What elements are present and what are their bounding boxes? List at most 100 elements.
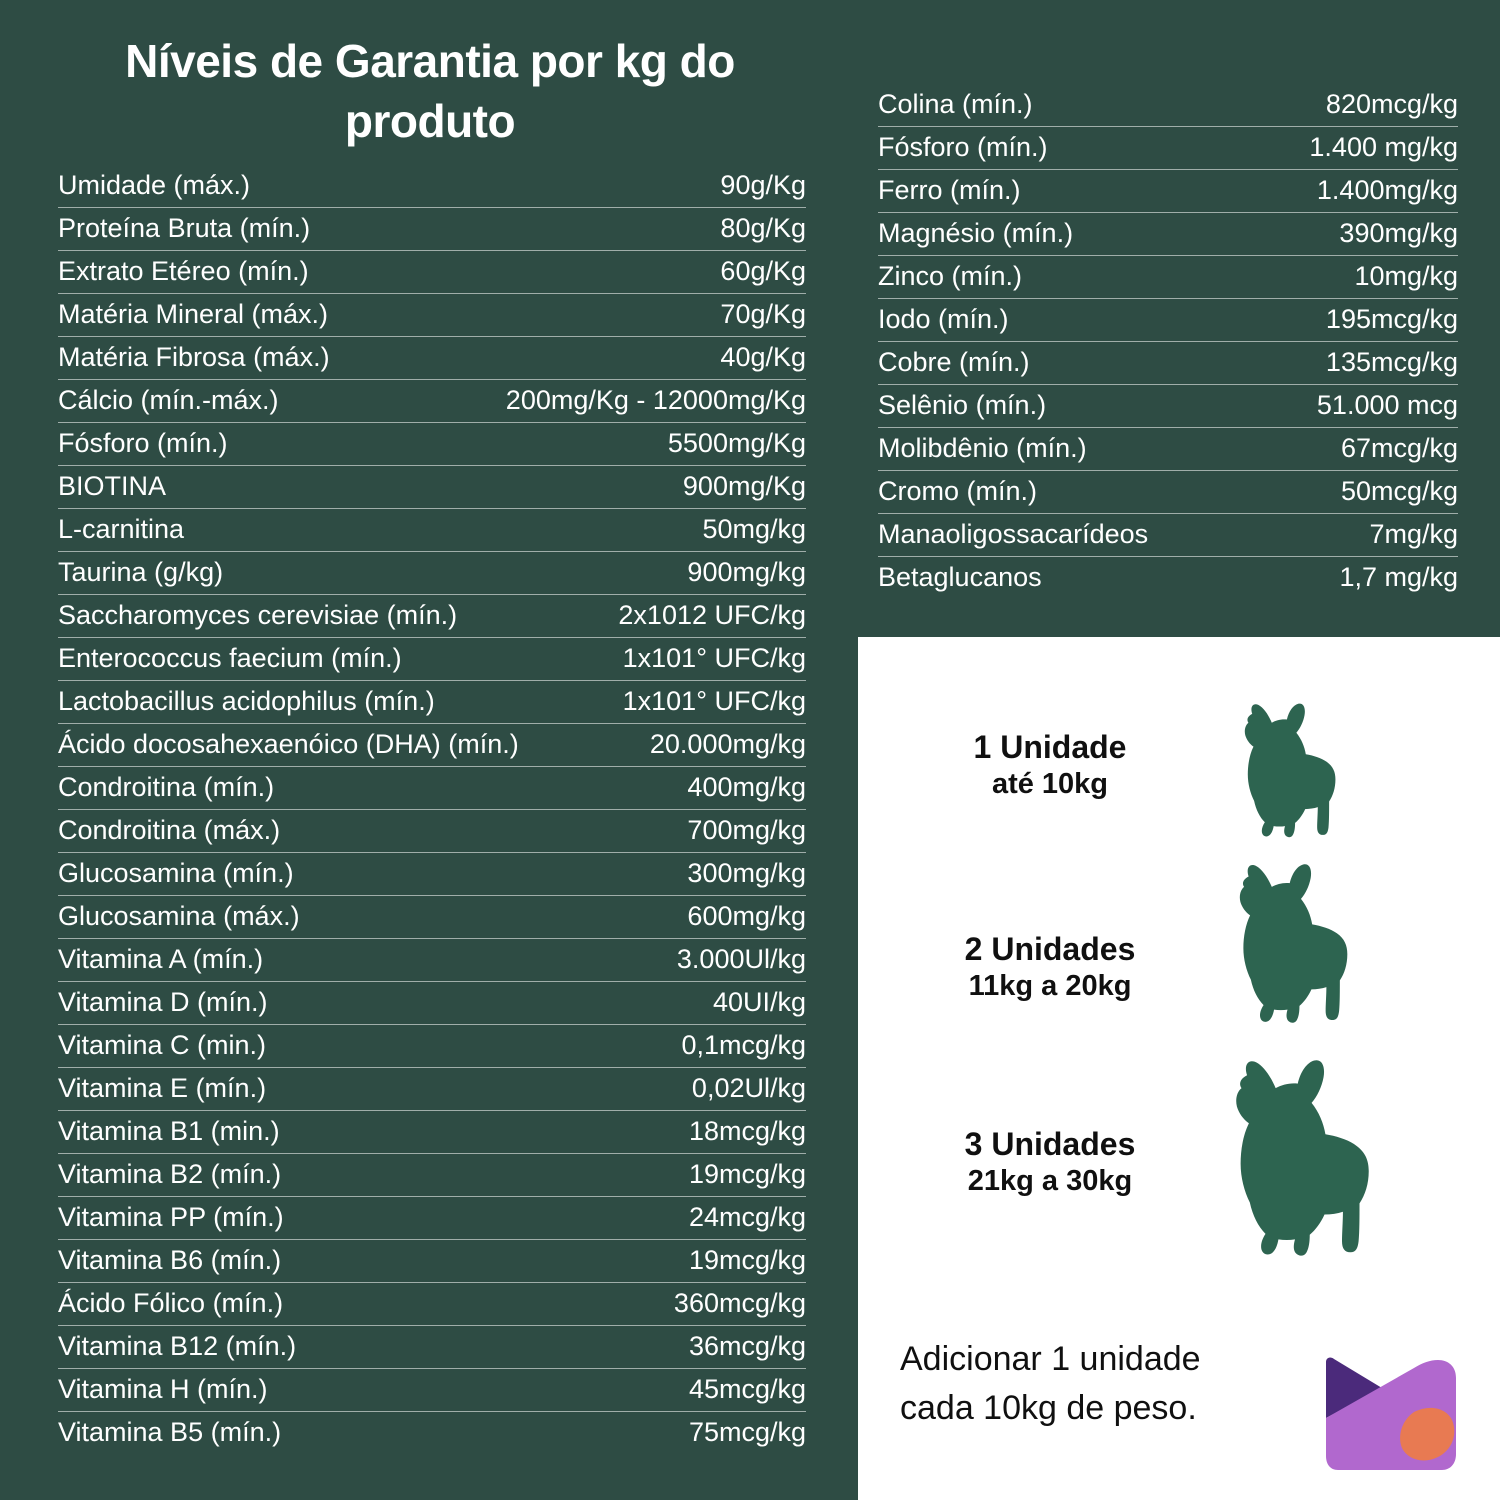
nutrient-name: Ácido Fólico (mín.) — [58, 1288, 284, 1318]
table-row: Condroitina (máx.) 700mg/kg — [58, 810, 806, 853]
nutrient-value: 1.400mg/kg — [1316, 175, 1458, 205]
dosage-range-2: 11kg a 20kg — [968, 970, 1132, 1003]
nutrient-value: 1.400 mg/kg — [1309, 132, 1458, 162]
nutrient-name: Molibdênio (mín.) — [878, 433, 1087, 463]
nutrient-name: Vitamina PP (mín.) — [58, 1202, 284, 1232]
dog-icon-large — [1200, 1055, 1390, 1267]
table-row: BIOTINA 900mg/Kg — [58, 466, 806, 509]
nutrient-value: 0,1mcg/kg — [681, 1030, 806, 1060]
nutrient-value: 90g/Kg — [720, 170, 806, 200]
nutrient-name: Matéria Mineral (máx.) — [58, 299, 329, 329]
nutrient-value: 51.000 mcg — [1316, 390, 1458, 420]
table-row: Matéria Fibrosa (máx.) 40g/Kg — [58, 337, 806, 380]
nutrient-value: 3.000Ul/kg — [676, 944, 806, 974]
table-row: Betaglucanos 1,7 mg/kg — [878, 557, 1458, 600]
nutrient-name: Vitamina B2 (mín.) — [58, 1159, 282, 1189]
right-white-panel — [858, 637, 1500, 1500]
table-row: Molibdênio (mín.) 67mcg/kg — [878, 428, 1458, 471]
nutrient-value: 70g/Kg — [720, 299, 806, 329]
table-row: Vitamina B12 (mín.) 36mcg/kg — [58, 1326, 806, 1369]
dosage-note: Adicionar 1 unidade cada 10kg de peso. — [900, 1335, 1300, 1434]
table-row: Enterococcus faecium (mín.) 1x101° UFC/kg — [58, 638, 806, 681]
dosage-note-line-1: Adicionar 1 unidade — [900, 1340, 1201, 1378]
table-row: Proteína Bruta (mín.) 80g/Kg — [58, 208, 806, 251]
table-row: Iodo (mín.) 195mcg/kg — [878, 299, 1458, 342]
nutrient-name: Magnésio (mín.) — [878, 218, 1074, 248]
dosage-range-1: até 10kg — [991, 768, 1109, 801]
table-row: Cálcio (mín.-máx.) 200mg/Kg - 12000mg/Kg — [58, 380, 806, 423]
nutrient-name: Vitamina B12 (mín.) — [58, 1331, 297, 1361]
right-green-panel — [858, 0, 1500, 637]
table-row: Fósforo (mín.) 1.400 mg/kg — [878, 127, 1458, 170]
table-row: Lactobacillus acidophilus (mín.) 1x101° U… — [58, 681, 806, 724]
dosage-title-3: 3 Unidades — [964, 1126, 1136, 1162]
nutrient-value: 600mg/kg — [687, 901, 806, 931]
table-row: Ácido docosahexaenóico (DHA) (mín.) 20.00… — [58, 724, 806, 767]
table-row: Glucosamina (máx.) 600mg/kg — [58, 896, 806, 939]
nutrient-value: 7mg/kg — [1369, 519, 1458, 549]
nutrient-value: 900mg/kg — [687, 557, 806, 587]
dosage-label-1: 1 Unidade até 10kg — [900, 728, 1200, 802]
table-row: Vitamina B1 (min.) 18mcg/kg — [58, 1111, 806, 1154]
table-row: Selênio (mín.) 51.000 mcg — [878, 385, 1458, 428]
nutrient-value: 1x101° UFC/kg — [622, 686, 806, 716]
nutrient-value: 50mcg/kg — [1340, 476, 1458, 506]
nutrient-value: 360mcg/kg — [673, 1288, 806, 1318]
table-row: Ferro (mín.) 1.400mg/kg — [878, 170, 1458, 213]
dog-icon-medium — [1210, 860, 1365, 1032]
nutrient-value: 40g/Kg — [720, 342, 806, 372]
table-row: Vitamina H (mín.) 45mcg/kg — [58, 1369, 806, 1412]
table-row: Vitamina A (mín.) 3.000Ul/kg — [58, 939, 806, 982]
nutrient-value: 19mcg/kg — [688, 1159, 806, 1189]
dosage-note-line-2: cada 10kg de peso. — [900, 1389, 1197, 1428]
dosage-range-3: 21kg a 30kg — [967, 1165, 1133, 1198]
table-row: Condroitina (mín.) 400mg/kg — [58, 767, 806, 810]
nutrient-name: Colina (mín.) — [878, 89, 1033, 119]
table-row: Umidade (máx.) 90g/Kg — [58, 165, 806, 208]
nutrient-name: Vitamina H (mín.) — [58, 1374, 268, 1404]
table-row: Vitamina D (mín.) 40UI/kg — [58, 982, 806, 1025]
nutrient-name: Fósforo (mín.) — [58, 428, 228, 458]
nutrient-value: 75mcg/kg — [688, 1417, 806, 1447]
nutrient-name: Glucosamina (máx.) — [58, 901, 300, 931]
dosage-title-1: 1 Unidade — [973, 729, 1127, 765]
table-row: Vitamina B2 (mín.) 19mcg/kg — [58, 1154, 806, 1197]
table-row: Ácido Fólico (mín.) 360mcg/kg — [58, 1283, 806, 1326]
nutrient-name: Lactobacillus acidophilus (mín.) — [58, 686, 435, 716]
nutrient-name: Umidade (máx.) — [58, 170, 251, 200]
nutrient-name: Vitamina E (mín.) — [58, 1073, 267, 1103]
nutrient-value: 900mg/Kg — [682, 471, 806, 501]
nutrient-value: 820mcg/kg — [1325, 89, 1458, 119]
nutrient-name: Enterococcus faecium (mín.) — [58, 643, 402, 673]
nutrient-value: 19mcg/kg — [688, 1245, 806, 1275]
guaranteed-levels-table-right: Colina (mín.) 820mcg/kg Fósforo (mín.) 1.40… — [878, 84, 1458, 600]
table-row: Glucosamina (mín.) 300mg/kg — [58, 853, 806, 896]
nutrient-name: Iodo (mín.) — [878, 304, 1009, 334]
nutrient-value: 5500mg/Kg — [667, 428, 806, 458]
nutrient-name: L-carnitina — [58, 514, 185, 544]
nutrient-name: Vitamina D (mín.) — [58, 987, 268, 1017]
guaranteed-levels-table-left: Umidade (máx.) 90g/Kg Proteína Bruta (mín.… — [58, 165, 806, 1455]
table-row: L-carnitina 50mg/kg — [58, 509, 806, 552]
nutrient-value: 1x101° UFC/kg — [622, 643, 806, 673]
table-row: Matéria Mineral (máx.) 70g/Kg — [58, 294, 806, 337]
dosage-title-2: 2 Unidades — [964, 931, 1136, 967]
nutrient-value: 67mcg/kg — [1340, 433, 1458, 463]
nutrient-name: Saccharomyces cerevisiae (mín.) — [58, 600, 458, 630]
nutrient-value: 18mcg/kg — [688, 1116, 806, 1146]
table-row: Fósforo (mín.) 5500mg/Kg — [58, 423, 806, 466]
nutrient-name: Proteína Bruta (mín.) — [58, 213, 311, 243]
table-row: Magnésio (mín.) 390mg/kg — [878, 213, 1458, 256]
nutrient-name: Ácido docosahexaenóico (DHA) (mín.) — [58, 729, 519, 759]
table-row: Colina (mín.) 820mcg/kg — [878, 84, 1458, 127]
nutrient-value: 20.000mg/kg — [649, 729, 806, 759]
nutrient-value: 1,7 mg/kg — [1339, 562, 1458, 592]
nutrient-value: 80g/Kg — [720, 213, 806, 243]
dog-icon-small — [1220, 700, 1350, 845]
nutrient-name: Condroitina (mín.) — [58, 772, 275, 802]
nutrient-value: 0,02Ul/kg — [691, 1073, 806, 1103]
nutrient-value: 50mg/kg — [702, 514, 806, 544]
table-row: Vitamina PP (mín.) 24mcg/kg — [58, 1197, 806, 1240]
nutrient-name: Manaoligossacarídeos — [878, 519, 1149, 549]
